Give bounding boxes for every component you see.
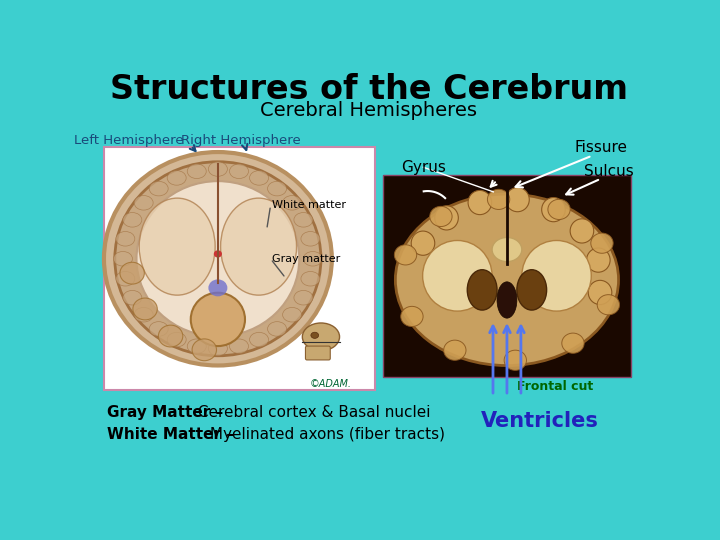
- Ellipse shape: [395, 245, 417, 265]
- Ellipse shape: [492, 238, 522, 262]
- Ellipse shape: [597, 295, 619, 315]
- Ellipse shape: [191, 293, 245, 346]
- Ellipse shape: [430, 206, 452, 226]
- Ellipse shape: [411, 231, 435, 255]
- Ellipse shape: [149, 322, 168, 336]
- Ellipse shape: [294, 291, 313, 305]
- Ellipse shape: [311, 332, 319, 339]
- Ellipse shape: [268, 181, 287, 196]
- Ellipse shape: [468, 191, 492, 214]
- Text: Gray matter: Gray matter: [272, 254, 341, 264]
- Ellipse shape: [208, 279, 228, 296]
- Text: Cerebral Hemispheres: Cerebral Hemispheres: [261, 102, 477, 120]
- Text: Frontal cut: Frontal cut: [517, 380, 593, 393]
- Ellipse shape: [116, 232, 135, 246]
- Text: Sulcus: Sulcus: [585, 164, 634, 179]
- FancyBboxPatch shape: [104, 147, 375, 390]
- Text: Gray Matter –: Gray Matter –: [107, 406, 223, 420]
- Ellipse shape: [149, 181, 168, 196]
- Ellipse shape: [220, 198, 297, 295]
- Ellipse shape: [187, 339, 206, 354]
- Text: ©ADAM.: ©ADAM.: [310, 379, 352, 389]
- Ellipse shape: [301, 232, 320, 246]
- Ellipse shape: [139, 198, 215, 295]
- Ellipse shape: [250, 171, 269, 185]
- Ellipse shape: [588, 280, 612, 305]
- Ellipse shape: [587, 248, 610, 272]
- Text: Structures of the Cerebrum: Structures of the Cerebrum: [110, 73, 628, 106]
- Ellipse shape: [522, 240, 591, 311]
- Ellipse shape: [548, 199, 570, 219]
- Ellipse shape: [208, 162, 228, 176]
- Ellipse shape: [137, 181, 300, 336]
- Ellipse shape: [283, 195, 302, 210]
- Ellipse shape: [192, 339, 217, 361]
- Ellipse shape: [208, 341, 228, 356]
- Ellipse shape: [302, 323, 340, 350]
- Ellipse shape: [214, 250, 222, 258]
- Ellipse shape: [487, 190, 510, 210]
- Text: Cerebral cortex & Basal nuclei: Cerebral cortex & Basal nuclei: [193, 406, 431, 420]
- Ellipse shape: [158, 325, 183, 347]
- Ellipse shape: [250, 332, 269, 347]
- Ellipse shape: [134, 307, 153, 322]
- Ellipse shape: [283, 307, 302, 322]
- Ellipse shape: [570, 219, 594, 243]
- Ellipse shape: [541, 198, 565, 222]
- Ellipse shape: [562, 333, 584, 353]
- Ellipse shape: [133, 298, 157, 320]
- Ellipse shape: [301, 272, 320, 286]
- Ellipse shape: [591, 233, 613, 253]
- Ellipse shape: [423, 240, 492, 311]
- Ellipse shape: [395, 194, 618, 366]
- Ellipse shape: [294, 213, 313, 227]
- Ellipse shape: [497, 282, 517, 318]
- Ellipse shape: [303, 252, 323, 266]
- Ellipse shape: [120, 262, 144, 284]
- Ellipse shape: [123, 213, 142, 227]
- Text: Fissure: Fissure: [575, 140, 628, 156]
- Ellipse shape: [435, 206, 459, 230]
- Ellipse shape: [134, 195, 153, 210]
- Ellipse shape: [230, 339, 248, 354]
- Text: Gyrus: Gyrus: [401, 160, 446, 175]
- Text: White Matter –: White Matter –: [107, 427, 234, 442]
- FancyBboxPatch shape: [305, 346, 330, 360]
- Ellipse shape: [116, 272, 135, 286]
- Ellipse shape: [167, 171, 186, 185]
- FancyBboxPatch shape: [383, 175, 631, 377]
- Text: Left Hemisphere: Left Hemisphere: [74, 134, 184, 147]
- Text: Myelinated axons (fiber tracts): Myelinated axons (fiber tracts): [204, 427, 445, 442]
- Ellipse shape: [517, 269, 546, 310]
- Ellipse shape: [467, 269, 497, 310]
- Ellipse shape: [401, 306, 423, 327]
- Ellipse shape: [167, 332, 186, 347]
- Ellipse shape: [123, 291, 142, 305]
- Text: White matter: White matter: [272, 200, 346, 211]
- Ellipse shape: [104, 152, 332, 366]
- Text: Ventricles: Ventricles: [480, 410, 598, 430]
- Ellipse shape: [114, 252, 132, 266]
- Ellipse shape: [504, 350, 526, 370]
- Ellipse shape: [230, 164, 248, 179]
- Ellipse shape: [114, 162, 321, 356]
- Ellipse shape: [187, 164, 206, 179]
- Ellipse shape: [268, 322, 287, 336]
- Text: Right Hemisphere: Right Hemisphere: [181, 134, 301, 147]
- Ellipse shape: [505, 187, 529, 212]
- Ellipse shape: [444, 340, 466, 360]
